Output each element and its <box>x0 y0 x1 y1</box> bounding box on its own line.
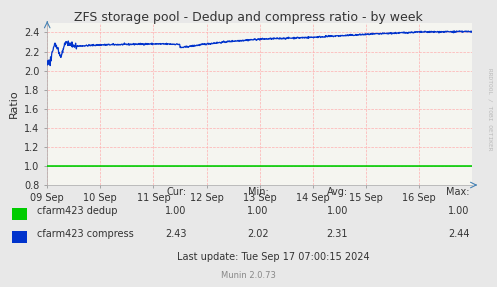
Text: 2.44: 2.44 <box>448 229 470 239</box>
Text: Cur:: Cur: <box>166 187 186 197</box>
Text: RRDTOOL / TOBI OETIKER: RRDTOOL / TOBI OETIKER <box>487 68 492 150</box>
Text: cfarm423 dedup: cfarm423 dedup <box>37 206 118 216</box>
Text: Munin 2.0.73: Munin 2.0.73 <box>221 272 276 280</box>
Text: 2.31: 2.31 <box>327 229 348 239</box>
Text: Avg:: Avg: <box>327 187 348 197</box>
Text: 1.00: 1.00 <box>247 206 268 216</box>
Text: 2.43: 2.43 <box>165 229 186 239</box>
Text: Max:: Max: <box>446 187 470 197</box>
Text: 1.00: 1.00 <box>327 206 348 216</box>
Y-axis label: Ratio: Ratio <box>8 90 18 118</box>
Text: Min:: Min: <box>248 187 268 197</box>
Text: cfarm423 compress: cfarm423 compress <box>37 229 134 239</box>
Text: 1.00: 1.00 <box>448 206 470 216</box>
Text: Last update: Tue Sep 17 07:00:15 2024: Last update: Tue Sep 17 07:00:15 2024 <box>177 252 370 262</box>
Text: ZFS storage pool - Dedup and compress ratio - by week: ZFS storage pool - Dedup and compress ra… <box>74 11 423 24</box>
Text: 2.02: 2.02 <box>247 229 268 239</box>
Text: 1.00: 1.00 <box>165 206 186 216</box>
